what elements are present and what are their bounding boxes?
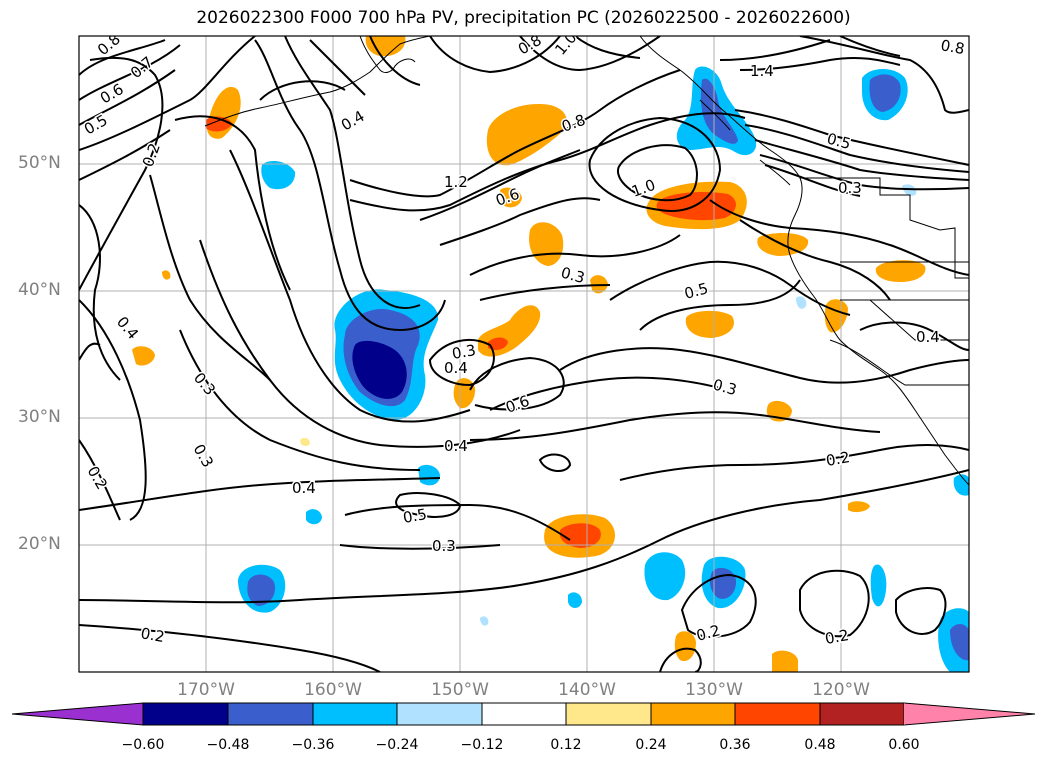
colorbar xyxy=(11,702,1036,726)
colorbar-cell xyxy=(227,702,314,726)
contour-label: 0.4 xyxy=(916,328,940,346)
colorbar-cell xyxy=(734,702,821,726)
lat-label: 30°N xyxy=(18,407,61,427)
lon-label: 160°W xyxy=(304,680,362,700)
colorbar-cell xyxy=(650,702,736,726)
contour-label: 0.8 xyxy=(939,36,966,58)
figure-title: 2026022300 F000 700 hPa PV, precipitatio… xyxy=(196,8,851,28)
contour-label: 0.3 xyxy=(838,179,862,197)
lon-label: 170°W xyxy=(177,680,235,700)
contour-label: 0.4 xyxy=(444,359,468,377)
colorbar-tick-label: 0.60 xyxy=(888,737,920,753)
colorbar-tick-label: 0.36 xyxy=(719,737,751,753)
contour-label: 1.4 xyxy=(750,62,774,80)
colorbar-tick-label: 0.48 xyxy=(804,737,836,753)
lat-label: 20°N xyxy=(18,534,61,554)
contour-label: 0.4 xyxy=(292,479,316,497)
colorbar-tick-label: −0.48 xyxy=(206,737,250,753)
precip-negative-shading xyxy=(238,66,969,672)
colorbar-cell xyxy=(481,702,567,726)
coastlines xyxy=(204,36,969,486)
lat-label: 50°N xyxy=(18,153,61,173)
colorbar-cell xyxy=(312,702,398,726)
colorbar-cell xyxy=(565,702,652,726)
lon-label: 140°W xyxy=(558,680,616,700)
lon-label: 150°W xyxy=(431,680,489,700)
colorbar-under-triangle xyxy=(11,702,144,726)
colorbar-cell xyxy=(396,702,483,726)
lon-label: 120°W xyxy=(812,680,870,700)
colorbar-tick-label: −0.12 xyxy=(460,737,504,753)
contour-label: 0.4 xyxy=(444,437,468,455)
colorbar-cell xyxy=(819,702,905,726)
colorbar-over-triangle xyxy=(903,702,1036,726)
contour-label: 0.3 xyxy=(432,537,456,555)
plot-frame xyxy=(78,35,970,673)
colorbar-tick-label: −0.24 xyxy=(375,737,419,753)
colorbar-tick-label: −0.60 xyxy=(121,737,165,753)
lon-label: 130°W xyxy=(685,680,743,700)
contour-label: 1.2 xyxy=(444,173,468,191)
colorbar-tick-label: 0.24 xyxy=(635,737,667,753)
pv-contours xyxy=(79,36,969,672)
colorbar-tick-label: −0.36 xyxy=(291,737,335,753)
lat-label: 40°N xyxy=(18,280,61,300)
colorbar-cell xyxy=(142,702,229,726)
colorbar-tick-label: 0.12 xyxy=(550,737,582,753)
